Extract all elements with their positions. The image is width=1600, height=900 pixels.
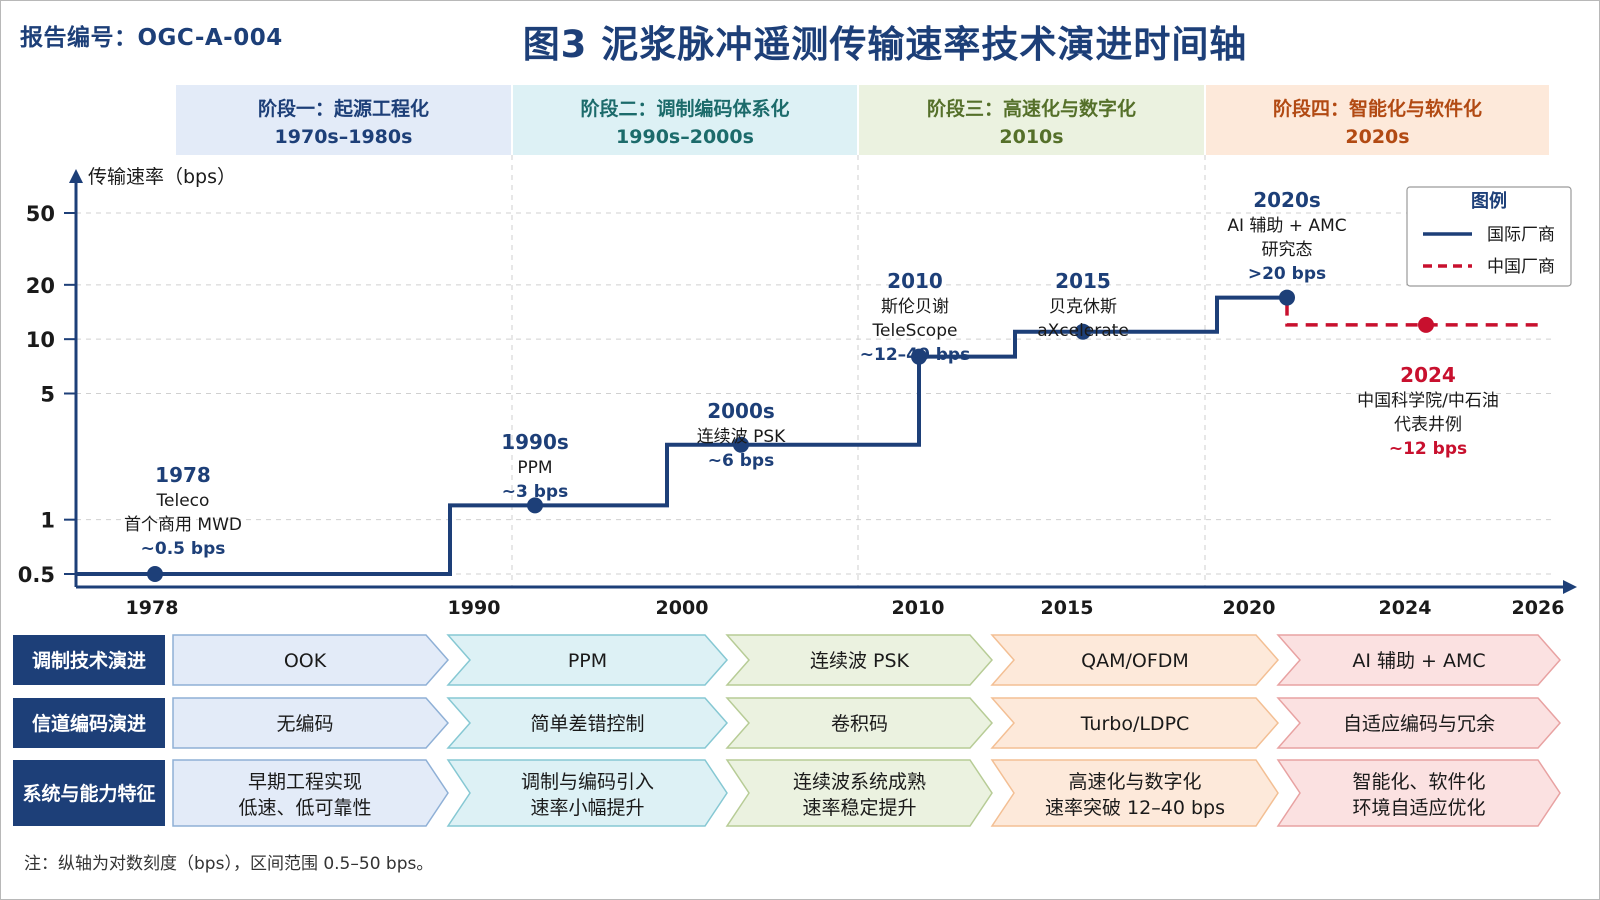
- report-id: 报告编号：OGC-A-004: [20, 25, 283, 51]
- footnote: 注：纵轴为对数刻度（bps），区间范围 0.5–50 bps。: [24, 854, 434, 874]
- page-title: 图3 泥浆脉冲遥测传输速率技术演进时间轴: [522, 23, 1248, 66]
